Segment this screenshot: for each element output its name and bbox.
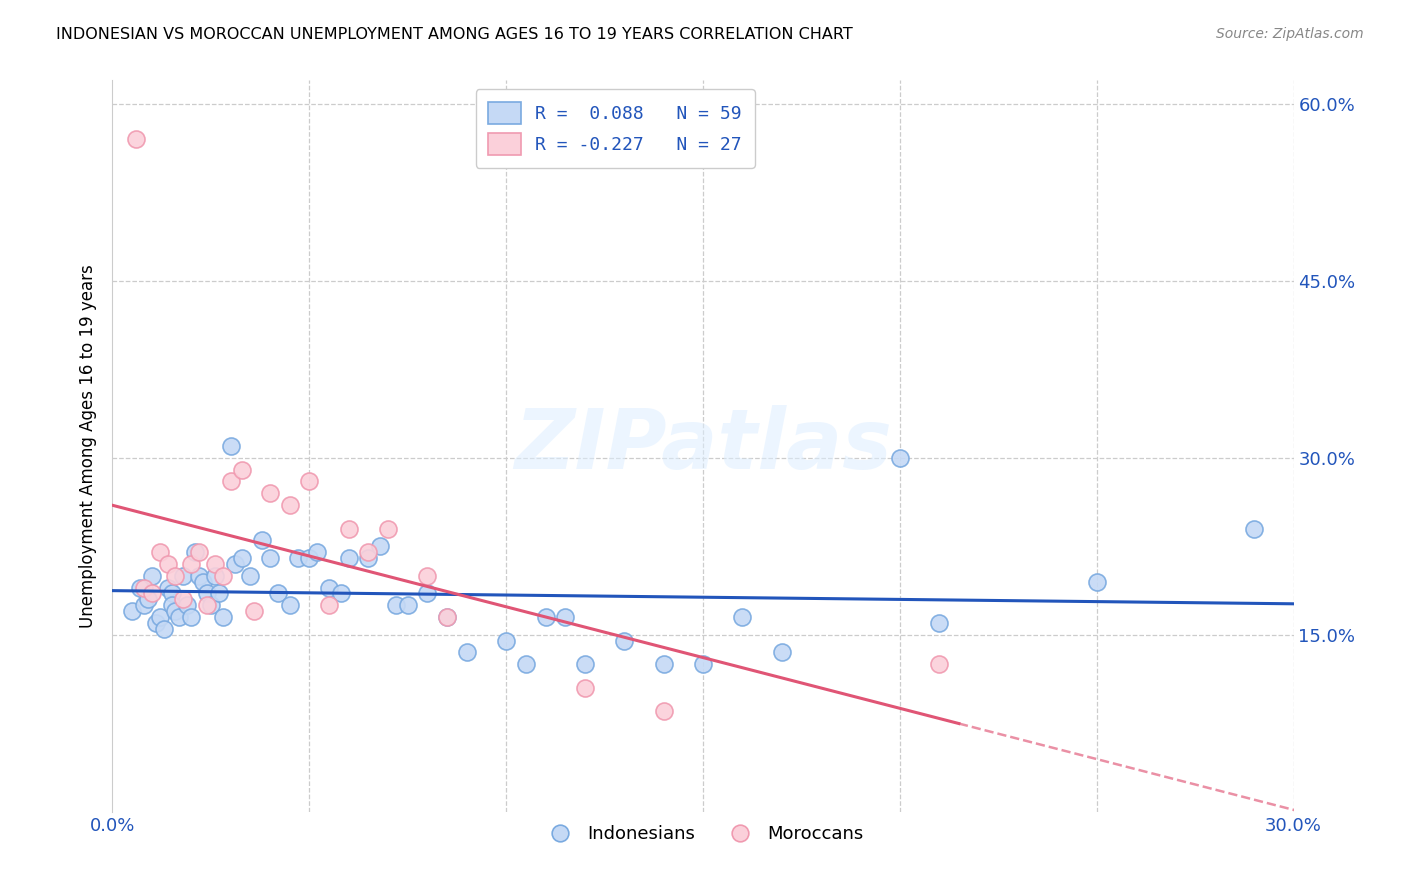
Point	[176, 599, 198, 613]
Y-axis label: Unemployment Among Ages 16 to 19 years: Unemployment Among Ages 16 to 19 years	[79, 264, 97, 628]
Point	[318, 581, 340, 595]
Point	[160, 599, 183, 613]
Point	[495, 633, 517, 648]
Point	[172, 592, 194, 607]
Point	[1243, 522, 1265, 536]
Point	[145, 615, 167, 630]
Point	[121, 604, 143, 618]
Point	[152, 622, 174, 636]
Point	[436, 610, 458, 624]
Text: ZIPatlas: ZIPatlas	[515, 406, 891, 486]
Point	[204, 568, 226, 582]
Point	[169, 610, 191, 624]
Point	[329, 586, 352, 600]
Point	[141, 568, 163, 582]
Point	[208, 586, 231, 600]
Point	[337, 551, 360, 566]
Point	[165, 604, 187, 618]
Point	[278, 498, 301, 512]
Point	[377, 522, 399, 536]
Point	[243, 604, 266, 618]
Point	[125, 132, 148, 146]
Point	[195, 599, 218, 613]
Point	[436, 610, 458, 624]
Point	[889, 450, 911, 465]
Point	[224, 557, 246, 571]
Point	[287, 551, 309, 566]
Text: INDONESIAN VS MOROCCAN UNEMPLOYMENT AMONG AGES 16 TO 19 YEARS CORRELATION CHART: INDONESIAN VS MOROCCAN UNEMPLOYMENT AMON…	[56, 27, 853, 42]
Point	[770, 645, 793, 659]
Point	[141, 586, 163, 600]
Point	[259, 551, 281, 566]
Point	[357, 545, 380, 559]
Legend: Indonesians, Moroccans: Indonesians, Moroccans	[536, 818, 870, 850]
Point	[211, 568, 233, 582]
Point	[368, 539, 391, 553]
Point	[188, 545, 211, 559]
Point	[318, 599, 340, 613]
Text: Source: ZipAtlas.com: Source: ZipAtlas.com	[1216, 27, 1364, 41]
Point	[928, 657, 950, 672]
Point	[160, 586, 183, 600]
Point	[184, 545, 207, 559]
Point	[385, 599, 408, 613]
Point	[396, 599, 419, 613]
Point	[219, 439, 242, 453]
Point	[211, 610, 233, 624]
Point	[195, 586, 218, 600]
Point	[136, 592, 159, 607]
Point	[692, 657, 714, 672]
Point	[231, 551, 253, 566]
Point	[267, 586, 290, 600]
Point	[456, 645, 478, 659]
Point	[259, 486, 281, 500]
Point	[172, 568, 194, 582]
Point	[219, 475, 242, 489]
Point	[574, 657, 596, 672]
Point	[613, 633, 636, 648]
Point	[200, 599, 222, 613]
Point	[515, 657, 537, 672]
Point	[149, 545, 172, 559]
Point	[416, 586, 439, 600]
Point	[416, 568, 439, 582]
Point	[156, 557, 179, 571]
Point	[1085, 574, 1108, 589]
Point	[180, 557, 202, 571]
Point	[731, 610, 754, 624]
Point	[534, 610, 557, 624]
Point	[180, 610, 202, 624]
Point	[307, 545, 329, 559]
Point	[250, 533, 273, 548]
Point	[574, 681, 596, 695]
Point	[132, 599, 155, 613]
Point	[928, 615, 950, 630]
Point	[204, 557, 226, 571]
Point	[337, 522, 360, 536]
Point	[231, 462, 253, 476]
Point	[298, 551, 321, 566]
Point	[278, 599, 301, 613]
Point	[129, 581, 152, 595]
Point	[149, 610, 172, 624]
Point	[554, 610, 576, 624]
Point	[156, 581, 179, 595]
Point	[165, 568, 187, 582]
Point	[239, 568, 262, 582]
Point	[132, 581, 155, 595]
Point	[652, 657, 675, 672]
Point	[652, 705, 675, 719]
Point	[298, 475, 321, 489]
Point	[191, 574, 214, 589]
Point	[188, 568, 211, 582]
Point	[357, 551, 380, 566]
